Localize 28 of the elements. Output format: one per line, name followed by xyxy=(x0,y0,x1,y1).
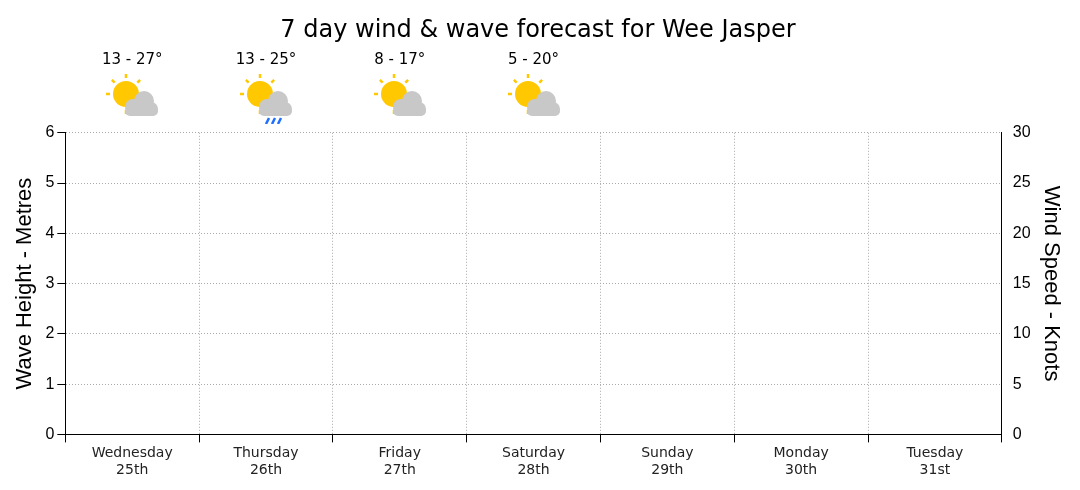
x-tick-label: Monday 30th xyxy=(773,444,829,478)
y-tick-label: 0 xyxy=(45,424,55,442)
y2-tick-label: 20 xyxy=(1012,223,1031,241)
x-tick-label: Thursday 26th xyxy=(232,444,299,478)
y2-tick-label: 30 xyxy=(1012,123,1031,141)
y-tick-label: 3 xyxy=(45,274,55,292)
text: 5 - 20° xyxy=(508,50,560,68)
y-axis-title: Wave Height - Metres xyxy=(11,177,37,390)
y2-axis-title: Wind Speed - Knots xyxy=(1039,185,1065,382)
y-tick-label: 5 xyxy=(45,173,55,191)
y-tick-label: 4 xyxy=(45,223,55,241)
y-tick-label: 2 xyxy=(45,324,55,342)
chart-title: 7 day wind & wave forecast for Wee Jasper xyxy=(280,14,796,43)
text: 8 - 17° xyxy=(374,50,426,68)
x-tick-label: Sunday 29th xyxy=(641,444,694,478)
x-tick-label: Friday 27th xyxy=(378,444,421,478)
x-tick-label: Wednesday 25th xyxy=(91,444,173,478)
y2-tick-label: 15 xyxy=(1012,274,1031,292)
text: 13 - 27° xyxy=(101,50,163,68)
x-tick-label: Tuesday 31st xyxy=(905,444,964,478)
y-tick-label: 6 xyxy=(45,123,55,141)
text: 13 - 25° xyxy=(235,50,297,68)
y2-tick-label: 0 xyxy=(1012,424,1022,442)
y-tick-label: 1 xyxy=(45,374,55,392)
y2-tick-label: 25 xyxy=(1012,173,1031,191)
y2-tick-label: 10 xyxy=(1012,324,1031,342)
x-tick-label: Saturday 28th xyxy=(502,444,566,478)
y2-tick-label: 5 xyxy=(1012,374,1022,392)
